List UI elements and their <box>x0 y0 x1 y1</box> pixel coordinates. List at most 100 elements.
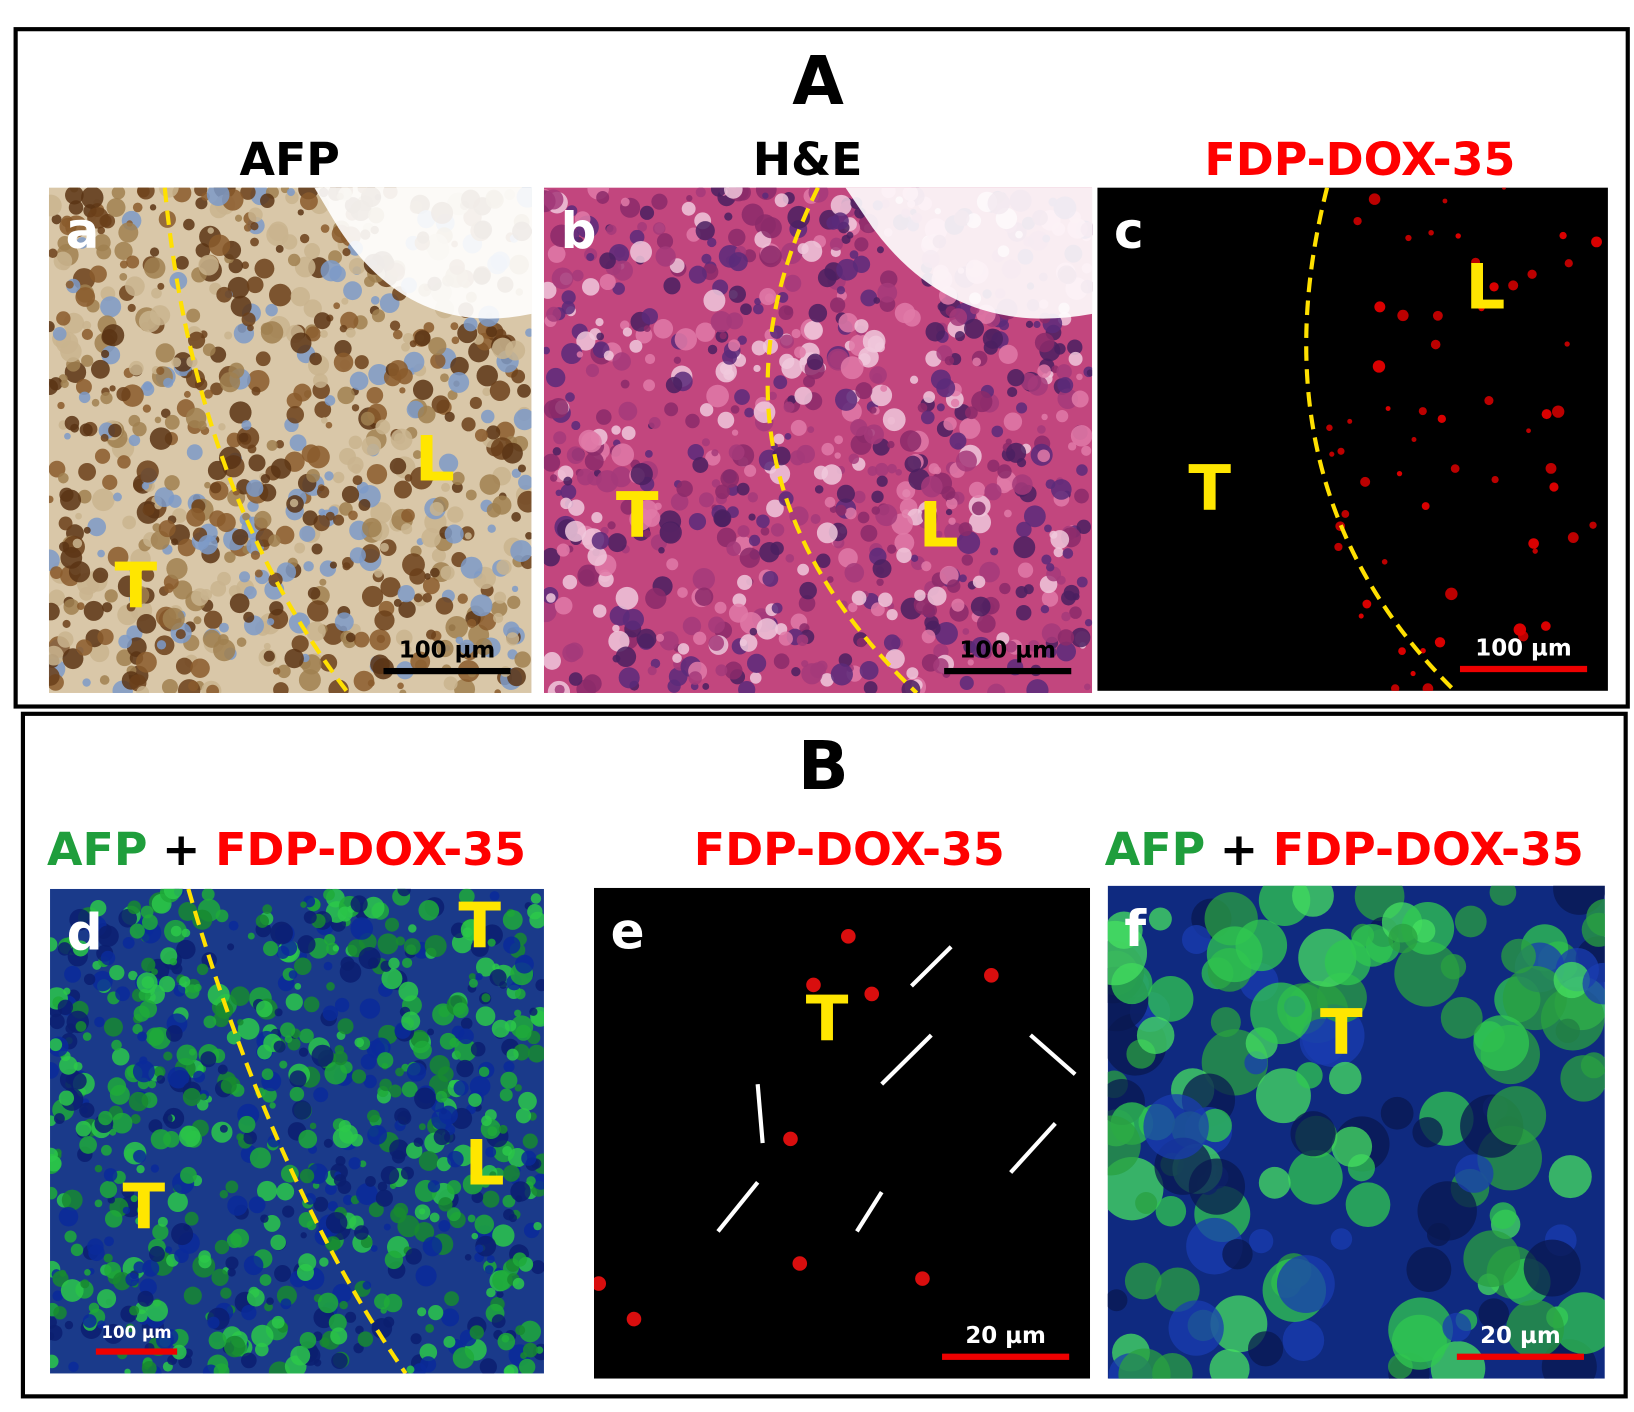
texture <box>82 678 91 687</box>
texture <box>367 1125 388 1145</box>
texture <box>1463 1230 1521 1288</box>
texture <box>503 936 521 954</box>
texture <box>1582 962 1605 1005</box>
texture <box>799 581 817 600</box>
scale-bar-label: 100 µm <box>1475 635 1572 661</box>
texture <box>247 932 255 940</box>
texture <box>441 482 451 492</box>
texture <box>165 1246 173 1254</box>
texture <box>289 1086 305 1102</box>
texture <box>1422 683 1434 691</box>
texture <box>935 530 943 538</box>
texture <box>72 538 83 549</box>
texture <box>247 444 257 454</box>
texture <box>395 936 405 946</box>
texture <box>345 632 356 643</box>
texture <box>585 363 600 378</box>
texture <box>1084 683 1091 691</box>
texture <box>1023 584 1034 595</box>
texture <box>556 543 570 557</box>
texture <box>140 382 155 397</box>
texture <box>269 1102 276 1109</box>
texture <box>175 255 189 270</box>
texture <box>737 335 747 345</box>
texture <box>546 593 556 603</box>
texture <box>82 320 92 330</box>
texture <box>728 444 745 461</box>
texture <box>794 346 806 359</box>
texture <box>299 1331 317 1349</box>
texture <box>591 531 610 550</box>
texture <box>313 373 328 388</box>
texture <box>479 1358 497 1374</box>
texture <box>397 584 415 603</box>
texture <box>1388 923 1418 954</box>
texture <box>158 187 179 198</box>
texture <box>398 600 416 618</box>
texture <box>1044 645 1057 659</box>
texture <box>477 612 497 631</box>
texture <box>871 490 884 503</box>
texture <box>714 601 727 614</box>
texture <box>323 961 333 971</box>
texture <box>621 426 636 441</box>
texture <box>100 391 113 405</box>
texture <box>201 888 215 901</box>
texture <box>618 401 638 421</box>
texture <box>535 1346 544 1354</box>
texture <box>294 957 312 976</box>
texture <box>94 1199 103 1208</box>
texture <box>348 435 363 450</box>
texture <box>384 1250 404 1270</box>
texture <box>1540 986 1605 1051</box>
texture <box>459 639 475 655</box>
texture <box>53 1306 67 1320</box>
texture <box>103 1253 113 1263</box>
texture <box>363 1074 377 1089</box>
texture <box>1411 919 1436 943</box>
texture <box>428 1305 444 1321</box>
texture <box>762 192 769 199</box>
texture <box>334 612 354 632</box>
texture <box>50 1324 63 1341</box>
texture <box>183 218 195 231</box>
texture <box>876 578 884 586</box>
texture <box>481 1115 492 1127</box>
texture <box>64 1320 74 1330</box>
texture <box>97 226 105 235</box>
texture <box>475 1006 496 1027</box>
texture <box>118 634 132 649</box>
texture <box>337 386 355 405</box>
scale-bar <box>383 667 511 675</box>
texture <box>59 1269 67 1277</box>
texture <box>525 328 532 337</box>
texture <box>756 618 778 640</box>
texture <box>1545 462 1557 474</box>
texture <box>1455 233 1461 239</box>
texture <box>808 303 828 323</box>
texture <box>708 616 725 634</box>
texture <box>821 442 835 456</box>
texture <box>1353 216 1362 226</box>
texture <box>274 1265 292 1282</box>
texture <box>339 324 348 333</box>
texture <box>1560 1055 1605 1102</box>
texture <box>417 405 436 424</box>
texture <box>904 455 922 473</box>
texture <box>1006 442 1027 463</box>
texture <box>869 366 887 384</box>
texture <box>478 1066 490 1078</box>
texture <box>269 601 284 616</box>
texture <box>909 375 919 384</box>
texture <box>618 667 640 689</box>
texture <box>468 973 476 981</box>
texture <box>717 411 735 429</box>
texture <box>241 1352 257 1369</box>
texture <box>695 221 715 241</box>
texture <box>701 253 712 264</box>
arrow <box>1009 1122 1057 1174</box>
texture <box>135 651 157 673</box>
texture <box>232 528 249 546</box>
texture <box>149 247 160 257</box>
texture <box>991 425 1004 438</box>
